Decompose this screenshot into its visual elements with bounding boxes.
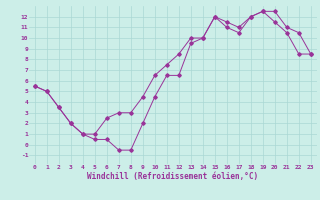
X-axis label: Windchill (Refroidissement éolien,°C): Windchill (Refroidissement éolien,°C)	[87, 172, 258, 181]
